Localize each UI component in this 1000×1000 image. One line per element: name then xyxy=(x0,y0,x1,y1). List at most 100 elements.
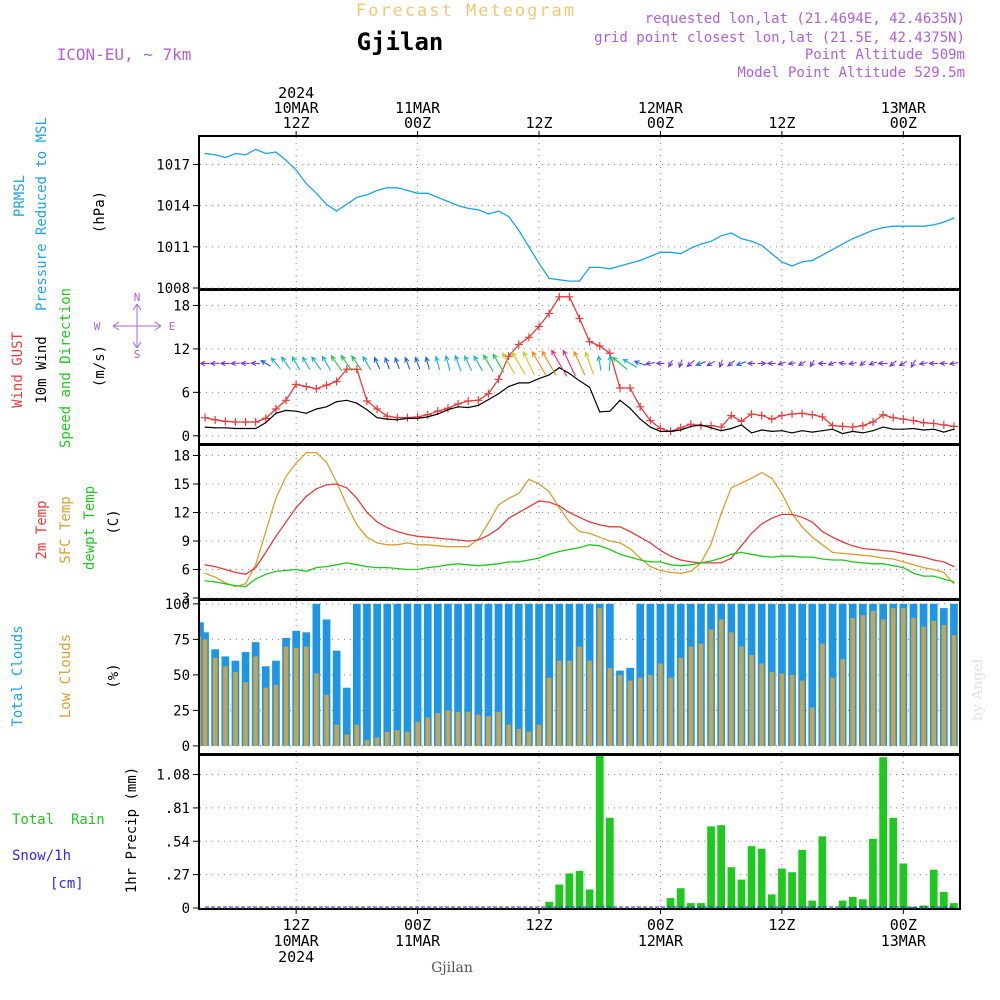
temp-2m-point xyxy=(366,511,368,514)
y-tick-label-temp-1: 6 xyxy=(182,563,190,579)
low-clouds-bar xyxy=(213,657,218,746)
temp-sfc-point xyxy=(285,475,287,477)
temp-dewpt-point xyxy=(508,561,510,563)
credit-label: by Angel xyxy=(970,658,986,721)
temp-dewpt-point xyxy=(811,556,813,558)
wind-gust-marker xyxy=(717,423,726,432)
pressure-point xyxy=(953,217,955,219)
wind-10m-point xyxy=(801,430,803,432)
low-clouds-bar xyxy=(293,647,299,746)
wind-direction-arrow xyxy=(384,356,390,370)
pressure-point xyxy=(943,221,945,223)
y-tick-label-clouds-1: 25 xyxy=(173,703,190,719)
time-label-top-3-0: 12MAR xyxy=(638,99,684,117)
pressure-point xyxy=(538,262,540,264)
low-clouds-bar xyxy=(840,659,845,746)
temp-sfc-point xyxy=(862,554,864,556)
y-tick-label-temp-5: 18 xyxy=(173,449,190,465)
wind-10m-point xyxy=(538,378,540,380)
temp-sfc-point xyxy=(902,561,904,563)
wind-10m-point xyxy=(811,431,813,433)
wind-10m-point xyxy=(619,399,621,401)
time-label-top-3-1: 00Z xyxy=(647,114,674,132)
wind-direction-arrow xyxy=(746,360,756,367)
pressure-point xyxy=(234,152,236,155)
low-clouds-bar xyxy=(678,657,683,746)
temp-dewpt-point xyxy=(740,551,743,554)
temp-dewpt-point xyxy=(406,568,409,571)
temp-2m-label: 2m Temp xyxy=(34,500,50,559)
wind-gust-marker xyxy=(858,421,867,430)
wind-10m-point xyxy=(649,426,651,428)
total-clouds-bar xyxy=(403,603,412,746)
low-clouds-bar xyxy=(455,711,461,746)
wind-gust-marker xyxy=(868,418,877,427)
wind-gust-marker xyxy=(332,377,341,386)
temp-dewpt-line xyxy=(205,544,955,588)
temp-2m-point xyxy=(305,495,307,497)
rain-bar xyxy=(818,836,827,908)
wind-direction-arrow xyxy=(434,355,441,371)
total-clouds-bar xyxy=(322,619,331,746)
wind-direction-arrow xyxy=(302,356,311,370)
point-altitude: Point Altitude 509m xyxy=(805,47,965,63)
wind-gust-marker xyxy=(808,410,817,419)
temp-sfc-point xyxy=(396,544,398,546)
temp-sfc-point xyxy=(872,555,874,557)
temp-2m-point xyxy=(538,500,540,502)
temp-2m-point xyxy=(740,545,743,547)
wind-gust-marker xyxy=(241,418,250,427)
wind-10m-point xyxy=(396,419,398,421)
wind-direction-arrow xyxy=(678,359,684,369)
wind-direction-arrow xyxy=(454,354,462,372)
wind-10m-point xyxy=(265,422,267,424)
wind-gust-marker xyxy=(282,396,291,405)
pressure-point xyxy=(791,265,793,267)
wind-direction-arrow xyxy=(838,360,847,367)
wind-direction-arrow xyxy=(551,349,568,377)
wind-gust-marker xyxy=(342,365,351,374)
wind-direction-arrow xyxy=(766,360,776,367)
wind-direction-arrow xyxy=(511,351,526,375)
temp-dewpt-point xyxy=(548,553,550,555)
temp-2m-point xyxy=(649,542,651,544)
time-label-bottom-4-0: 12Z xyxy=(768,916,795,934)
wind-direction-arrow xyxy=(757,360,767,367)
rain-bar xyxy=(808,900,817,908)
pressure-point xyxy=(346,203,348,205)
wind-gust-marker xyxy=(879,410,888,419)
rain-bar xyxy=(848,896,857,908)
temp-sfc-point xyxy=(771,477,773,479)
total-clouds-bar xyxy=(535,603,543,746)
wind-gust-marker xyxy=(737,417,746,426)
temp-2m-point xyxy=(609,526,611,528)
wind-10m-point xyxy=(356,402,358,404)
wind-gust-marker xyxy=(464,397,473,406)
temp-sfc-point xyxy=(842,552,844,555)
low-clouds-bar xyxy=(577,646,582,746)
wind-10m-point xyxy=(447,409,449,411)
pressure-point xyxy=(518,229,520,231)
wind-10m-label: 10m Wind xyxy=(34,336,50,403)
pressure-unit: (hPa) xyxy=(92,191,108,233)
temp-dewpt-point xyxy=(578,547,581,549)
gridpoint-coords: grid point closest lon,lat (21.5E, 42.43… xyxy=(594,30,965,46)
temp-sfc-point xyxy=(204,572,206,574)
rain-bar xyxy=(697,903,705,908)
y-tick-label-pressure-2: 1014 xyxy=(156,199,190,215)
wind-10m-point xyxy=(346,399,348,401)
low-clouds-bar xyxy=(627,680,633,746)
temp-sfc-point xyxy=(406,542,409,544)
wind-direction-arrow xyxy=(502,352,516,374)
wind-10m-point xyxy=(568,372,571,375)
pressure-label-short: PRMSL xyxy=(12,175,28,217)
temp-2m-point xyxy=(528,506,530,508)
low-clouds-bar xyxy=(314,673,319,746)
y-tick-label-temp-2: 9 xyxy=(182,534,190,550)
temp-sfc-point xyxy=(447,546,449,548)
temp-dewpt-point xyxy=(538,557,540,559)
temp-2m-point xyxy=(912,554,915,556)
rain-bar xyxy=(859,899,867,908)
y-tick-label-clouds-0: 0 xyxy=(182,739,190,755)
wind-10m-point xyxy=(639,418,641,420)
